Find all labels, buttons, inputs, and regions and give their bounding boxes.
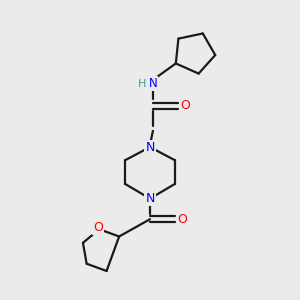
Text: H: H [138, 79, 146, 89]
Text: O: O [178, 213, 187, 226]
Text: N: N [145, 141, 155, 154]
Text: N: N [145, 192, 155, 205]
Text: O: O [93, 221, 103, 234]
Text: O: O [180, 99, 190, 112]
Text: N: N [148, 77, 157, 90]
